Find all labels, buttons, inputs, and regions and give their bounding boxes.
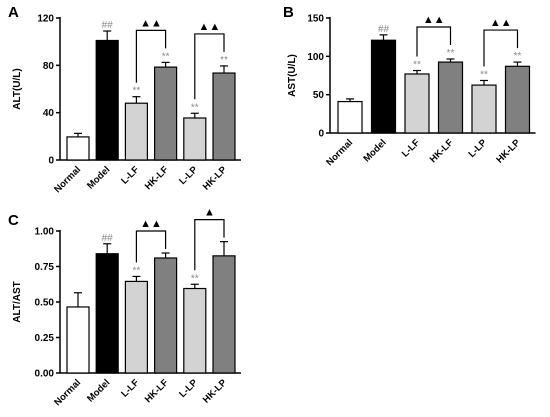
- y-axis-label: AST(U/L): [287, 54, 298, 97]
- bar: [183, 117, 207, 161]
- comparison-label: ▲▲: [199, 21, 221, 33]
- significance-label: **: [191, 102, 199, 113]
- significance-label: **: [447, 48, 455, 59]
- y-axis-label: ALT(U/L): [12, 68, 23, 109]
- panel-a-chart: A ALT(U/L) 0 40 80 120 Normal ## Model ** L-LF ** HK…: [8, 4, 241, 195]
- comparison-bracket: [135, 230, 167, 263]
- category-label: HK-LF: [143, 164, 171, 192]
- bar: [504, 65, 531, 134]
- bar: [154, 257, 178, 374]
- panel-letter: A: [8, 4, 19, 21]
- significance-label: **: [191, 273, 199, 284]
- category-label: Normal: [324, 137, 355, 168]
- category-label: Normal: [52, 377, 83, 408]
- panel-letter: C: [8, 212, 19, 229]
- y-tick-label: 100: [307, 52, 324, 63]
- category-label: Normal: [52, 164, 83, 195]
- significance-label: **: [480, 69, 488, 80]
- category-label: L-LP: [177, 377, 200, 400]
- comparison-label: ▲▲: [490, 17, 512, 29]
- comparison-bracket: [194, 33, 225, 100]
- category-label: L-LF: [119, 377, 141, 399]
- y-tick-label: 50: [313, 90, 325, 101]
- category-label: L-LF: [400, 137, 422, 159]
- category-label: Model: [85, 164, 112, 191]
- significance-label: **: [133, 86, 141, 97]
- significance-label: **: [162, 51, 170, 62]
- bar: [404, 73, 430, 134]
- bar: [183, 287, 207, 374]
- bar: [370, 39, 397, 134]
- bar: [212, 72, 236, 161]
- category-label: L-LP: [177, 164, 200, 187]
- y-tick-label: 0.00: [35, 369, 55, 380]
- bar: [437, 61, 464, 134]
- bar: [95, 39, 119, 161]
- comparison-bracket: [483, 29, 519, 67]
- category-label: HK-LF: [428, 137, 456, 165]
- y-tick-label: 0.50: [35, 298, 55, 309]
- y-axis-label: ALT/AST: [12, 281, 23, 322]
- significance-label: **: [514, 51, 522, 62]
- y-tick-label: 80: [43, 61, 55, 72]
- comparison-label: ▲▲: [140, 218, 162, 230]
- category-label: HK-LP: [201, 377, 230, 406]
- comparison-bracket: [194, 219, 225, 271]
- comparison-label: ▲: [204, 207, 215, 219]
- bar: [124, 280, 149, 374]
- significance-label: ##: [378, 24, 390, 35]
- y-tick-label: 0: [48, 156, 54, 167]
- significance-label: ##: [102, 233, 114, 244]
- comparison-label: ▲▲: [140, 17, 162, 29]
- bar: [337, 100, 363, 134]
- category-label: L-LP: [466, 137, 489, 160]
- panel-c-chart: C ALT/AST 0.00 0.25 0.50 0.75 1.00 Normal ## Mode…: [8, 207, 241, 408]
- y-tick-label: 150: [307, 14, 324, 25]
- significance-label: **: [220, 55, 228, 66]
- y-tick-label: 40: [43, 108, 55, 119]
- y-tick-label: 1.00: [35, 227, 55, 238]
- category-label: Model: [85, 377, 112, 404]
- y-tick-label: 0.25: [35, 333, 55, 344]
- y-tick-label: 120: [37, 14, 54, 25]
- bar: [124, 102, 149, 161]
- bar: [154, 66, 178, 161]
- y-tick-label: 0: [318, 129, 324, 140]
- bar: [66, 306, 90, 374]
- panel-b-chart: B AST(U/L) 0 50 100 150 Normal ## Model ** L-LF ** H…: [283, 4, 536, 168]
- bar: [471, 84, 497, 134]
- category-label: L-LF: [119, 164, 141, 186]
- significance-label: **: [133, 265, 141, 276]
- panel-letter: B: [283, 4, 294, 21]
- bar: [66, 136, 90, 161]
- comparison-bracket: [416, 26, 452, 57]
- category-label: HK-LF: [143, 377, 171, 405]
- bar: [95, 253, 119, 374]
- category-label: Model: [361, 137, 388, 164]
- significance-label: ##: [102, 20, 114, 31]
- y-tick-label: 0.75: [35, 262, 55, 273]
- significance-label: **: [413, 60, 421, 71]
- comparison-bracket: [135, 29, 167, 83]
- comparison-label: ▲▲: [423, 14, 445, 26]
- category-label: HK-LP: [494, 137, 523, 166]
- category-label: HK-LP: [201, 164, 230, 193]
- bar: [212, 255, 236, 374]
